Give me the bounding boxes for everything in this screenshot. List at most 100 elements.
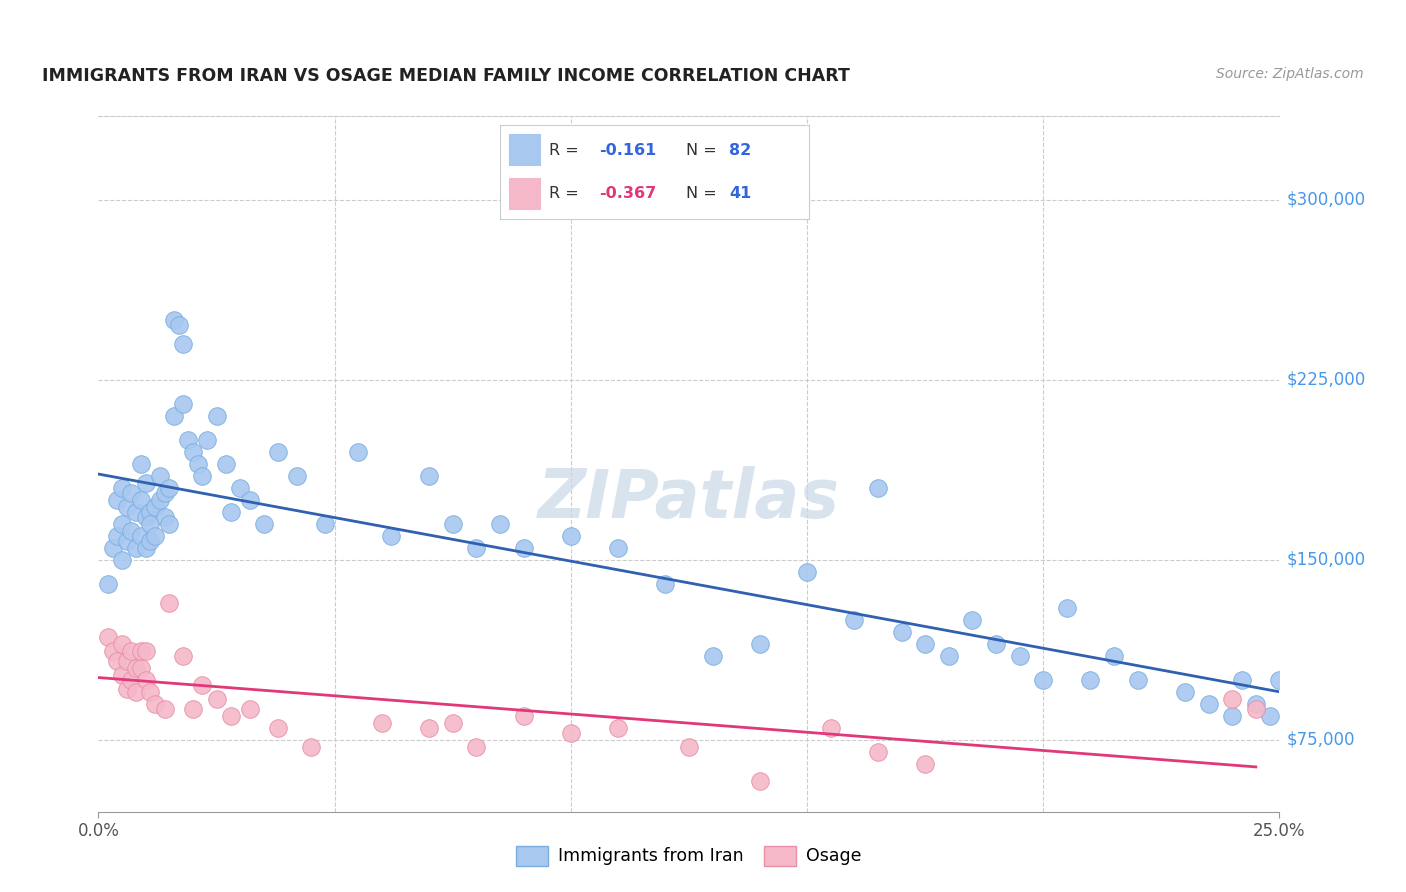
Point	[866, 745, 889, 759]
Point	[115, 654, 138, 668]
Point	[191, 468, 214, 483]
Point	[219, 708, 242, 723]
Point	[465, 541, 488, 555]
Point	[489, 516, 512, 531]
Point	[167, 318, 190, 332]
Point	[177, 433, 200, 447]
Point	[111, 516, 134, 531]
Point	[153, 701, 176, 715]
Point	[125, 685, 148, 699]
Text: Source: ZipAtlas.com: Source: ZipAtlas.com	[1216, 67, 1364, 81]
Point	[418, 468, 440, 483]
Point	[129, 661, 152, 675]
Point	[129, 644, 152, 658]
Point	[914, 756, 936, 771]
Point	[347, 445, 370, 459]
Point	[1174, 685, 1197, 699]
Point	[1230, 673, 1253, 687]
Point	[702, 648, 724, 663]
Point	[560, 725, 582, 739]
Point	[1244, 697, 1267, 711]
Point	[163, 409, 186, 423]
Point	[153, 485, 176, 500]
Point	[1198, 697, 1220, 711]
Point	[1056, 600, 1078, 615]
Point	[157, 481, 180, 495]
Point	[111, 668, 134, 682]
Point	[129, 529, 152, 543]
Point	[1080, 673, 1102, 687]
Point	[172, 648, 194, 663]
Text: $300,000: $300,000	[1286, 191, 1365, 209]
Point	[607, 541, 630, 555]
Point	[125, 505, 148, 519]
Text: N =: N =	[686, 143, 721, 158]
Text: R =: R =	[550, 186, 585, 201]
Point	[267, 445, 290, 459]
Point	[465, 739, 488, 754]
Point	[111, 481, 134, 495]
Text: -0.161: -0.161	[599, 143, 657, 158]
Point	[205, 409, 228, 423]
Text: N =: N =	[686, 186, 721, 201]
Point	[844, 613, 866, 627]
Point	[143, 500, 166, 514]
Point	[1268, 673, 1291, 687]
Point	[866, 481, 889, 495]
Legend: Immigrants from Iran, Osage: Immigrants from Iran, Osage	[509, 838, 869, 872]
Point	[129, 492, 152, 507]
Point	[149, 468, 172, 483]
Point	[125, 541, 148, 555]
Text: $150,000: $150,000	[1286, 550, 1365, 569]
Point	[1126, 673, 1149, 687]
Text: IMMIGRANTS FROM IRAN VS OSAGE MEDIAN FAMILY INCOME CORRELATION CHART: IMMIGRANTS FROM IRAN VS OSAGE MEDIAN FAM…	[42, 67, 851, 85]
Point	[1220, 708, 1243, 723]
Point	[239, 701, 262, 715]
Point	[111, 553, 134, 567]
Point	[748, 637, 770, 651]
Point	[1102, 648, 1125, 663]
Point	[560, 529, 582, 543]
Point	[441, 516, 464, 531]
Bar	[509, 135, 540, 165]
Point	[105, 529, 128, 543]
Text: $75,000: $75,000	[1286, 731, 1355, 748]
Point	[135, 673, 157, 687]
Point	[143, 529, 166, 543]
Point	[938, 648, 960, 663]
Text: $225,000: $225,000	[1286, 371, 1365, 389]
Point	[380, 529, 402, 543]
Point	[139, 685, 162, 699]
Point	[187, 457, 209, 471]
Point	[239, 492, 262, 507]
Point	[172, 397, 194, 411]
Point	[229, 481, 252, 495]
Point	[984, 637, 1007, 651]
Text: 41: 41	[728, 186, 751, 201]
Point	[512, 541, 534, 555]
Point	[371, 715, 394, 730]
Point	[299, 739, 322, 754]
Point	[115, 533, 138, 548]
Point	[115, 682, 138, 697]
Point	[796, 565, 818, 579]
Point	[97, 576, 120, 591]
Point	[157, 516, 180, 531]
Point	[135, 541, 157, 555]
Point	[163, 313, 186, 327]
Point	[418, 721, 440, 735]
Bar	[509, 178, 540, 210]
Point	[512, 708, 534, 723]
Point	[205, 692, 228, 706]
Point	[101, 541, 124, 555]
Point	[1244, 701, 1267, 715]
Text: ZIPatlas: ZIPatlas	[538, 466, 839, 532]
Point	[678, 739, 700, 754]
Point	[139, 505, 162, 519]
Text: R =: R =	[550, 143, 585, 158]
Point	[139, 516, 162, 531]
Point	[143, 697, 166, 711]
Point	[172, 337, 194, 351]
Point	[962, 613, 984, 627]
Point	[97, 630, 120, 644]
